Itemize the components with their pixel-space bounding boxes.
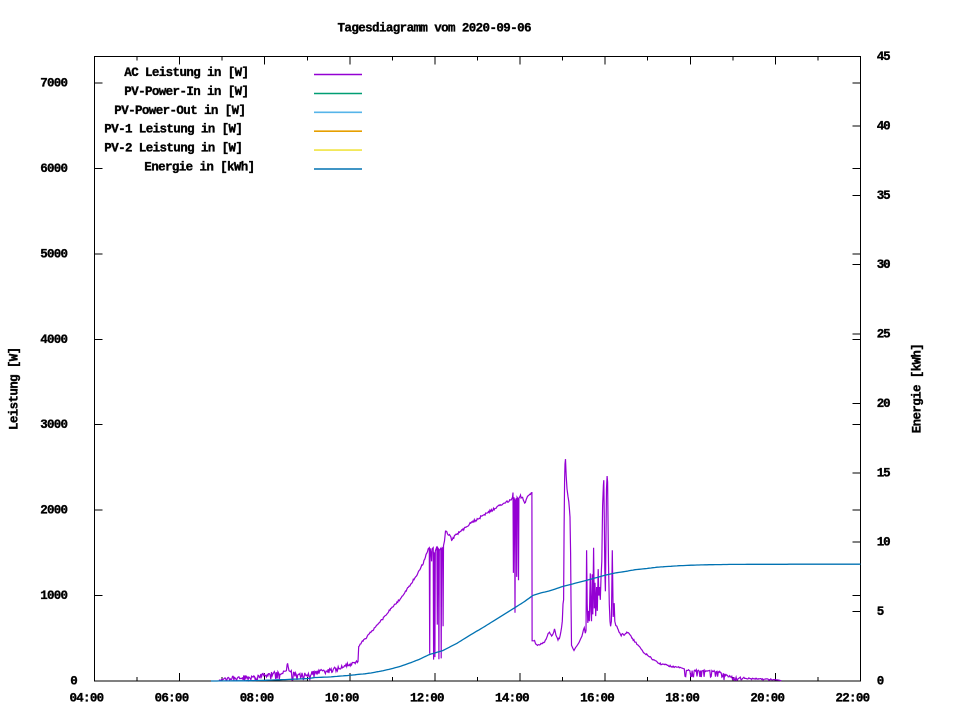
- svg-text:30: 30: [877, 258, 891, 272]
- svg-text:PV-Power-In in [W]: PV-Power-In in [W]: [124, 85, 249, 99]
- svg-text:18:00: 18:00: [665, 692, 700, 706]
- svg-text:35: 35: [877, 189, 891, 203]
- svg-text:PV-Power-Out in [W]: PV-Power-Out in [W]: [114, 104, 246, 118]
- svg-text:Energie [kWh]: Energie [kWh]: [910, 343, 924, 433]
- svg-text:0: 0: [70, 675, 78, 689]
- svg-text:14:00: 14:00: [495, 692, 530, 706]
- svg-text:PV-2 Leistung in [W]: PV-2 Leistung in [W]: [104, 142, 243, 156]
- svg-text:12:00: 12:00: [410, 692, 445, 706]
- svg-text:AC Leistung in [W]: AC Leistung in [W]: [124, 66, 249, 80]
- svg-text:2000: 2000: [40, 504, 68, 518]
- svg-text:20: 20: [877, 397, 891, 411]
- svg-text:5: 5: [877, 605, 885, 619]
- svg-text:Energie in [kWh]: Energie in [kWh]: [144, 161, 255, 175]
- svg-text:22:00: 22:00: [836, 692, 871, 706]
- svg-text:04:00: 04:00: [70, 692, 105, 706]
- svg-text:PV-1 Leistung in [W]: PV-1 Leistung in [W]: [104, 123, 243, 137]
- svg-text:06:00: 06:00: [155, 692, 190, 706]
- svg-text:16:00: 16:00: [580, 692, 615, 706]
- svg-text:40: 40: [877, 119, 891, 133]
- svg-text:45: 45: [877, 50, 891, 64]
- svg-text:6000: 6000: [40, 162, 68, 176]
- svg-text:10: 10: [877, 536, 891, 550]
- svg-text:15: 15: [877, 466, 891, 480]
- svg-text:Leistung [W]: Leistung [W]: [7, 347, 21, 430]
- svg-text:0: 0: [877, 675, 885, 689]
- svg-text:08:00: 08:00: [240, 692, 275, 706]
- svg-text:25: 25: [877, 328, 891, 342]
- svg-text:7000: 7000: [40, 77, 68, 91]
- svg-text:4000: 4000: [40, 333, 68, 347]
- svg-text:10:00: 10:00: [325, 692, 360, 706]
- svg-text:5000: 5000: [40, 247, 68, 261]
- svg-text:20:00: 20:00: [750, 692, 785, 706]
- svg-text:3000: 3000: [40, 418, 68, 432]
- svg-text:Tagesdiagramm vom 2020-09-06: Tagesdiagramm vom 2020-09-06: [338, 22, 532, 36]
- svg-text:1000: 1000: [40, 589, 68, 603]
